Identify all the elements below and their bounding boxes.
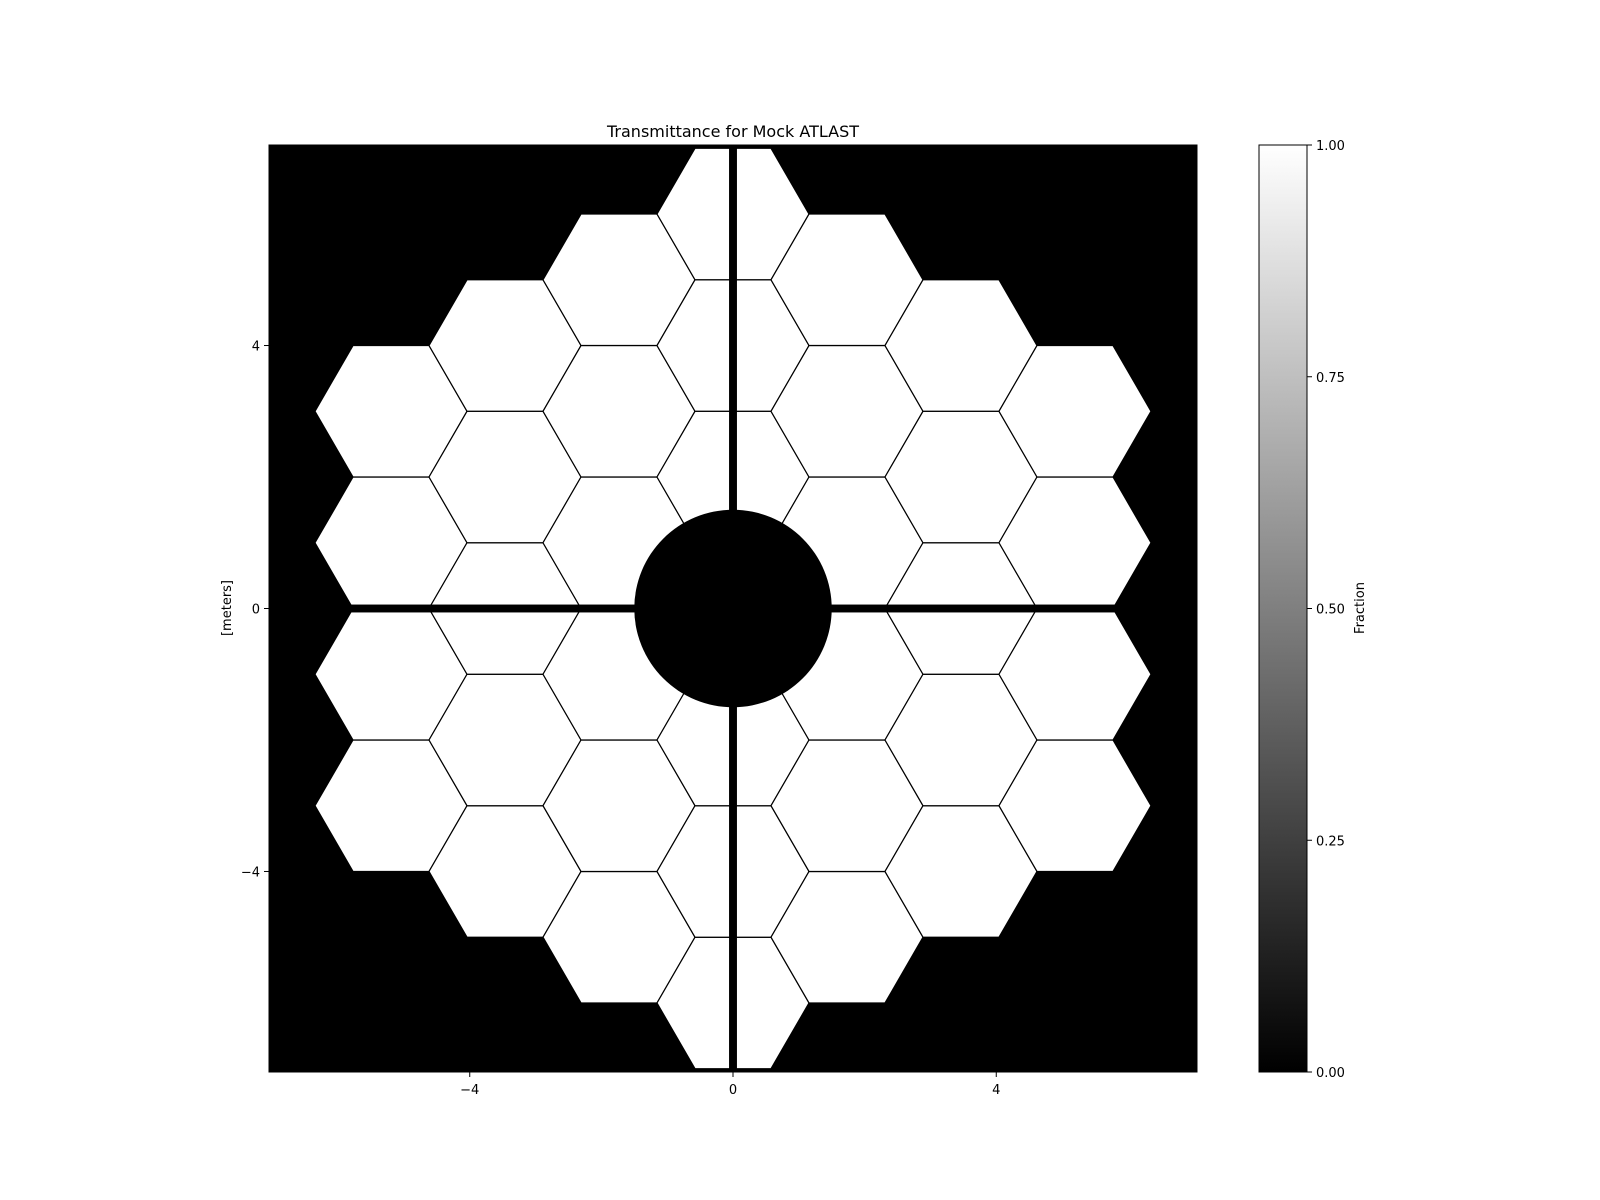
y-tick-label: 4 bbox=[252, 340, 260, 355]
colorbar-tick-label: 0.50 bbox=[1316, 603, 1345, 618]
plot-area bbox=[269, 145, 1197, 1072]
colorbar-tick-label: 0.75 bbox=[1316, 371, 1345, 386]
x-axis: −4 0 4 bbox=[460, 1072, 1000, 1098]
x-tick-label: −4 bbox=[460, 1083, 479, 1098]
colorbar-ticks: 0.00 0.25 0.50 0.75 1.00 bbox=[1307, 139, 1345, 1081]
mirror-segments bbox=[314, 147, 1152, 1070]
colorbar-tick-label: 1.00 bbox=[1316, 139, 1345, 154]
y-axis-label: [meters] bbox=[220, 580, 235, 636]
colorbar-tick-label: 0.00 bbox=[1316, 1066, 1345, 1081]
colorbar-tick-label: 0.25 bbox=[1316, 834, 1345, 849]
x-tick-label: 4 bbox=[992, 1083, 1000, 1098]
central-obscuration bbox=[634, 509, 832, 708]
colorbar-label: Fraction bbox=[1353, 582, 1368, 634]
x-tick-label: 0 bbox=[729, 1083, 737, 1098]
chart-title: Transmittance for Mock ATLAST bbox=[606, 122, 859, 141]
colorbar-gradient bbox=[1258, 144, 1308, 1073]
obstructions bbox=[269, 145, 1197, 1072]
hex-segment bbox=[998, 344, 1152, 478]
colorbar: 0.00 0.25 0.50 0.75 1.00 Fraction bbox=[1258, 139, 1368, 1081]
y-axis: −4 0 4 bbox=[241, 340, 269, 880]
y-tick-label: −4 bbox=[241, 865, 260, 880]
y-tick-label: 0 bbox=[252, 603, 260, 618]
